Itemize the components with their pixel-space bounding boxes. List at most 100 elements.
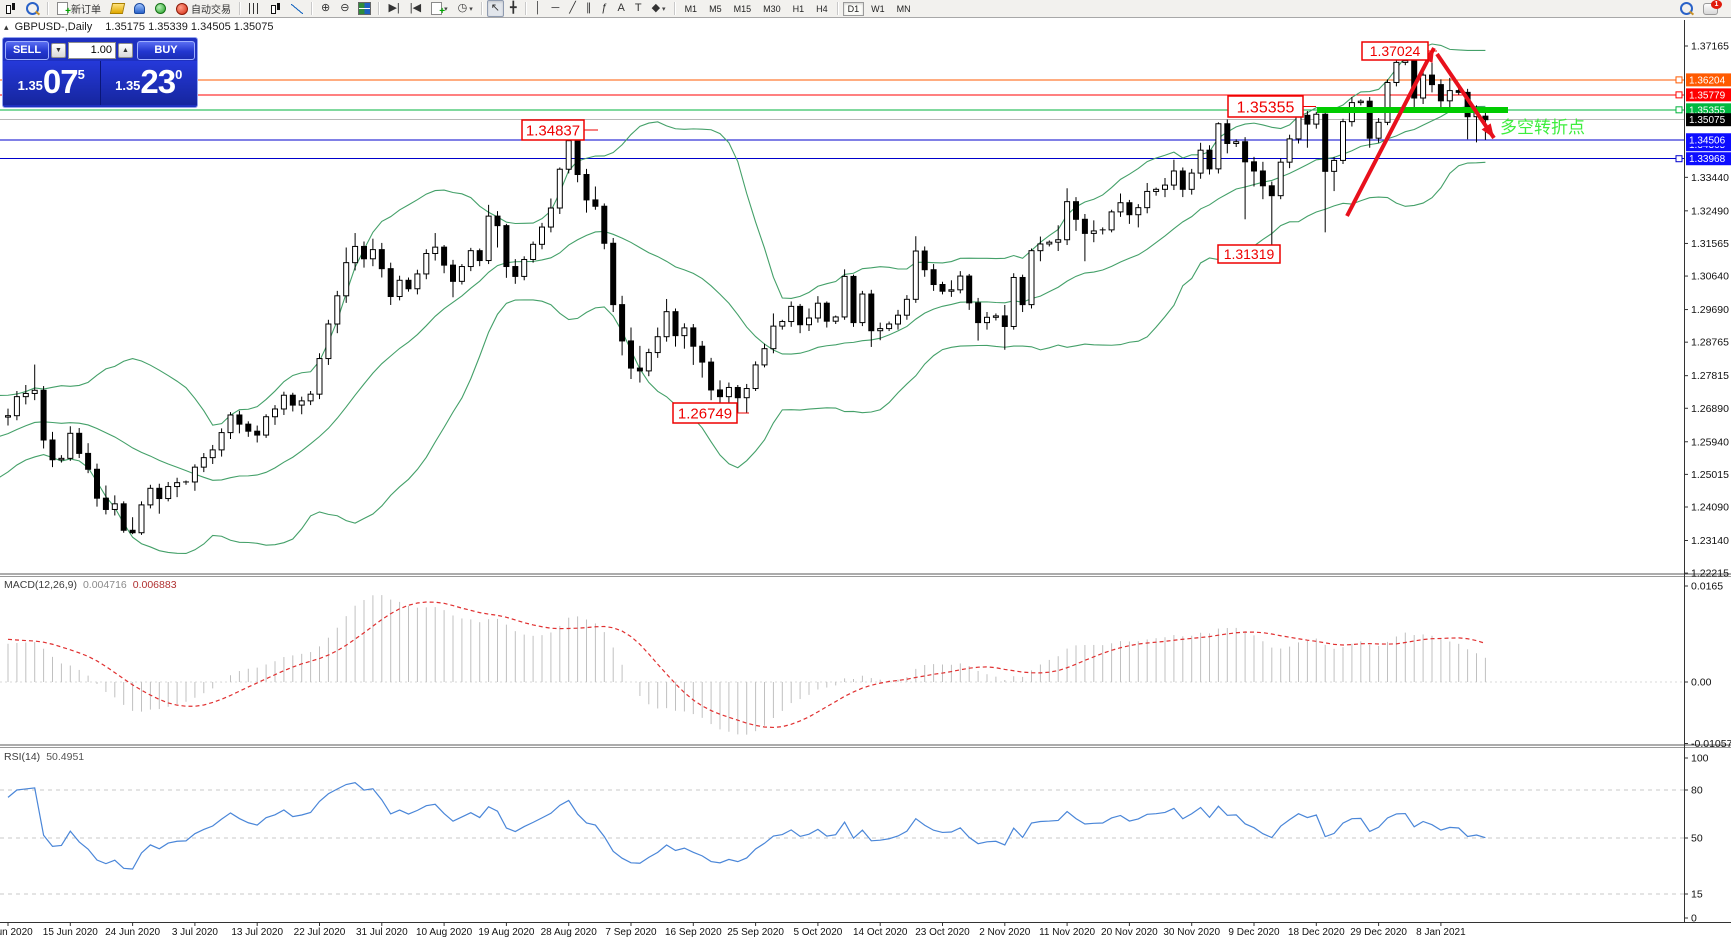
horizontal-line-tool-button[interactable]: ─ (547, 0, 563, 17)
volume-input[interactable]: 1.00 (68, 41, 116, 59)
tile-windows-button[interactable] (355, 0, 374, 17)
price-annotation-box[interactable] (1217, 244, 1281, 264)
bullish-candle (227, 414, 234, 434)
timeframe-w1[interactable]: W1 (871, 3, 885, 14)
bullish-candle (138, 504, 145, 534)
new-order-icon: + (57, 2, 71, 17)
vertical-line-tool-button[interactable]: │ (531, 0, 546, 17)
ask-prefix: 1.35 (115, 78, 141, 93)
line-handle[interactable] (1675, 155, 1683, 163)
bullish-candle (165, 486, 172, 500)
channel-icon: ∥ (585, 2, 592, 14)
chart-shift-button[interactable]: |◀ (406, 0, 425, 17)
turning-point-note-text[interactable]: 多空转折点 (1500, 118, 1585, 137)
buy-button[interactable]: BUY (137, 40, 195, 60)
timeframe-h1[interactable]: H1 (792, 3, 805, 14)
cursor-tool-button[interactable]: ↖ (486, 0, 504, 17)
search-button[interactable] (1676, 0, 1697, 17)
zoom-out-button[interactable]: ⊖ (336, 0, 353, 17)
bearish-candle (1242, 141, 1249, 163)
trend-arrow-line[interactable] (1435, 52, 1496, 140)
line-chart-mode-button[interactable] (287, 0, 307, 17)
line-handle[interactable] (1675, 76, 1683, 84)
bullish-candle (1188, 172, 1195, 190)
fibonacci-tool-button[interactable]: ƒ (597, 0, 611, 17)
bearish-candle (76, 432, 83, 454)
date-label: 15 Jun 2020 (43, 927, 98, 938)
arrows-tool-button[interactable]: ◆ ▾ (648, 0, 670, 17)
timeframe-m1[interactable]: M1 (684, 3, 698, 14)
price-badge (1686, 88, 1731, 102)
timeframe-mn[interactable]: MN (896, 3, 911, 14)
line-handle[interactable] (1675, 91, 1683, 99)
navigator-button[interactable] (130, 0, 149, 17)
text-tool-button[interactable]: A (614, 0, 629, 17)
bearish-candle (975, 302, 982, 324)
bullish-candle (1295, 114, 1302, 140)
periods-button[interactable]: ◷ ▾ (454, 0, 477, 17)
rsi-line (7, 781, 1486, 870)
bollinger-upper-band (0, 43, 1486, 426)
label-tool-button[interactable]: T (631, 0, 646, 17)
volume-decrease-button[interactable]: ▼ (51, 42, 66, 58)
bullish-candle (770, 325, 777, 350)
crosshair-tool-button[interactable]: ╋ (506, 0, 521, 17)
date-label: 22 Jul 2020 (294, 927, 346, 938)
indicators-button[interactable]: + ▾ (427, 0, 452, 17)
sell-button[interactable]: SELL (5, 40, 49, 60)
panel-toggle-icon[interactable]: ▴ (4, 22, 9, 32)
timeframe-m5[interactable]: M5 (709, 3, 722, 14)
bar-chart-icon (249, 3, 260, 14)
date-label: 31 Jul 2020 (356, 927, 408, 938)
timeframe-d1[interactable]: D1 (842, 1, 865, 16)
bullish-candle (1375, 121, 1382, 139)
price-badge (1686, 73, 1731, 87)
bullish-candle (761, 348, 768, 366)
bearish-candle (939, 284, 946, 292)
line-handle[interactable] (1675, 106, 1683, 114)
notifications-button[interactable]: 1 (1699, 0, 1722, 17)
new-order-button[interactable]: + 新订单 (53, 0, 105, 17)
bullish-candle (752, 364, 759, 390)
bearish-candle (1304, 114, 1311, 125)
bid-quote-button[interactable]: 1.35 07 5 (3, 61, 101, 105)
timeframe-h4[interactable]: H4 (816, 3, 828, 14)
date-label: 9 Dec 2020 (1228, 927, 1280, 938)
bearish-candle (245, 423, 252, 432)
date-label: 3 Jul 2020 (172, 927, 219, 938)
bullish-candle (423, 252, 430, 275)
timeframe-m15[interactable]: M15 (733, 3, 752, 14)
bearish-candle (672, 311, 679, 337)
trend-arrow-line[interactable] (1345, 47, 1436, 217)
date-label: 25 Sep 2020 (727, 927, 784, 938)
rsi-tick-label: 100 (1691, 753, 1709, 765)
bearish-candle (40, 389, 47, 441)
bearish-candle (1429, 74, 1435, 86)
bullish-candle (743, 388, 750, 399)
fibonacci-icon: ƒ (601, 2, 608, 14)
signals-button[interactable] (151, 0, 170, 17)
bullish-candle (957, 275, 964, 291)
bearish-candle (610, 242, 617, 306)
channel-tool-button[interactable]: ∥ (582, 0, 596, 17)
new-chart-button[interactable] (1, 0, 20, 17)
bearish-candle (503, 225, 510, 268)
bar-chart-mode-button[interactable] (245, 0, 264, 17)
trendline-tool-button[interactable]: ╱ (565, 0, 580, 17)
price-badge-label: 1.35779 (1689, 90, 1726, 101)
profiles-button[interactable] (22, 0, 43, 17)
bearish-candle (717, 389, 723, 398)
autotrading-button[interactable]: 自动交易 (172, 0, 235, 17)
auto-scroll-button[interactable]: ▶| (384, 0, 403, 17)
profiles-icon (26, 2, 39, 15)
bullish-candle (1331, 159, 1338, 172)
zoom-in-button[interactable]: ⊕ (317, 0, 334, 17)
bullish-candle (1402, 60, 1409, 63)
bullish-candle (859, 293, 866, 324)
volume-increase-button[interactable]: ▲ (118, 42, 133, 58)
timeframe-m30[interactable]: M30 (763, 3, 781, 14)
bullish-candle (1357, 100, 1364, 104)
candle-chart-mode-button[interactable] (266, 0, 285, 17)
ask-quote-button[interactable]: 1.35 23 0 (100, 61, 197, 105)
